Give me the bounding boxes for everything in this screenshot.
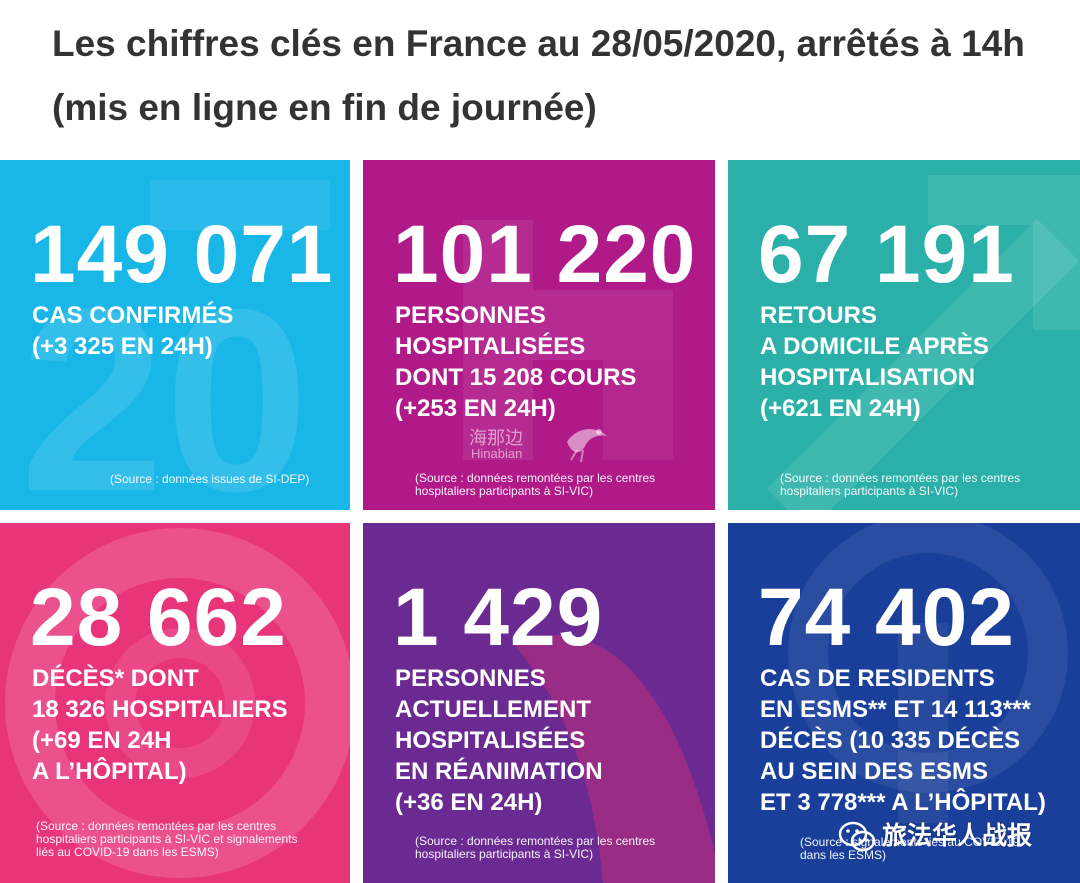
watermark-latin-text: Hinabian <box>471 446 523 461</box>
stat-source: (Source : données remontées par les cent… <box>415 834 656 861</box>
wechat-brand: 旅法华人战报 <box>838 817 1068 857</box>
svg-text:20: 20 <box>20 256 309 510</box>
tile-background-decoration <box>513 635 715 883</box>
stat-tile-intensive-care: 1 429 PERSONNES ACTUELLEMENT HOSPITALISÉ… <box>363 523 715 883</box>
stat-number: 67 191 <box>758 209 1015 300</box>
tile-background-decoration <box>463 220 673 460</box>
wechat-icon <box>838 821 876 852</box>
hinabian-watermark: 海那边 Hinabian <box>465 420 625 470</box>
stat-source: (Source : données remontées par les cent… <box>415 471 656 498</box>
tile-background-decoration <box>788 523 1068 823</box>
stat-tile-confirmed-cases: 20 149 071 CAS CONFIRMÉS (+3 325 EN 24H)… <box>0 160 350 510</box>
watermark-chinese-text: 海那边 <box>469 428 523 449</box>
stat-number: 1 429 <box>393 572 604 663</box>
stat-source: (Source : données issues de SI-DEP) <box>110 472 310 486</box>
tile-background-decoration: 20 <box>20 180 330 510</box>
tile-background-decoration <box>766 175 1080 510</box>
stat-tile-hospitalized: 101 220 PERSONNES HOSPITALISÉES DONT 15 … <box>363 160 715 510</box>
stat-source: (Source : signalements liés au COVID-19 … <box>800 835 1020 862</box>
stat-description: DÉCÈS* DONT 18 326 HOSPITALIERS (+69 EN … <box>32 665 288 785</box>
stat-description: CAS CONFIRMÉS (+3 325 EN 24H) <box>32 302 234 360</box>
brand-label: 旅法华人战报 <box>882 821 1033 850</box>
stat-tile-esms-residents: 74 402 CAS DE RESIDENTS EN ESMS** ET 14 … <box>728 523 1080 883</box>
stat-number: 101 220 <box>393 209 697 300</box>
page-title: Les chiffres clés en France au 28/05/202… <box>52 23 1025 128</box>
stat-tile-deaths: 28 662 DÉCÈS* DONT 18 326 HOSPITALIERS (… <box>0 523 350 883</box>
stat-description: PERSONNES HOSPITALISÉES DONT 15 208 COUR… <box>395 302 637 422</box>
stat-number: 149 071 <box>30 209 334 300</box>
stat-number: 74 402 <box>758 572 1015 663</box>
stat-source: (Source : données remontées par les cent… <box>780 471 1021 498</box>
bird-logo-icon <box>567 429 607 463</box>
stat-description: RETOURS A DOMICILE APRÈS HOSPITALISATION… <box>760 302 989 422</box>
stat-source: (Source : données remontées par les cent… <box>36 819 298 859</box>
stat-number: 28 662 <box>30 572 287 663</box>
stat-description: PERSONNES ACTUELLEMENT HOSPITALISÉES EN … <box>395 665 603 816</box>
tile-background-decoration <box>5 528 350 878</box>
stat-description: CAS DE RESIDENTS EN ESMS** ET 14 113*** … <box>760 665 1046 816</box>
stat-tile-returned-home: 67 191 RETOURS A DOMICILE APRÈS HOSPITAL… <box>728 160 1080 510</box>
